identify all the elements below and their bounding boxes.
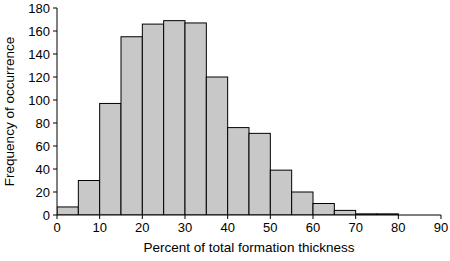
bar [206, 77, 227, 215]
y-tick-label: 140 [28, 47, 50, 62]
x-tick-label: 40 [220, 220, 234, 235]
x-tick [355, 215, 356, 219]
x-tick-label: 90 [434, 220, 448, 235]
bar [249, 133, 270, 215]
x-tick [270, 215, 271, 219]
x-tick-label: 60 [306, 220, 320, 235]
y-tick-label: 20 [36, 185, 50, 200]
x-tick-label: 80 [391, 220, 405, 235]
x-tick-label: 70 [348, 220, 362, 235]
x-tick-label: 50 [263, 220, 277, 235]
x-tick [99, 215, 100, 219]
y-tick [53, 54, 57, 55]
x-tick-label: 10 [92, 220, 106, 235]
y-tick-label: 0 [43, 208, 50, 223]
bar [228, 128, 249, 215]
x-axis-label: Percent of total formation thickness [144, 240, 355, 255]
y-tick [53, 31, 57, 32]
x-axis [57, 215, 441, 216]
chart: 0 20 40 60 80 100 120 140 160 180 0 10 20 30 40 50 60 70 8… [0, 0, 450, 261]
bar [57, 207, 78, 215]
y-tick [53, 192, 57, 193]
y-tick [53, 169, 57, 170]
y-tick-label: 120 [28, 70, 50, 85]
y-tick [53, 100, 57, 101]
bar [121, 37, 142, 215]
y-tick-label: 60 [36, 139, 50, 154]
x-tick-label: 0 [53, 220, 60, 235]
bars [57, 21, 398, 215]
y-tick [53, 215, 57, 216]
y-tick-label: 80 [36, 116, 50, 131]
x-tick [142, 215, 143, 219]
y-tick-label: 160 [28, 24, 50, 39]
bar [185, 23, 206, 215]
x-tick [185, 215, 186, 219]
x-tick [313, 215, 314, 219]
bar [270, 170, 291, 215]
y-tick [53, 146, 57, 147]
y-tick-label: 40 [36, 162, 50, 177]
bar [292, 192, 313, 215]
y-axis-label: Frequency of occurrence [2, 37, 17, 186]
x-tick-label: 30 [178, 220, 192, 235]
y-tick [53, 123, 57, 124]
y-tick-label: 100 [28, 93, 50, 108]
bar [100, 103, 121, 215]
bar [164, 21, 185, 215]
chart-container: 0 20 40 60 80 100 120 140 160 180 0 10 20 30 40 50 60 70 8… [0, 0, 450, 261]
bar [334, 210, 355, 215]
x-tick [227, 215, 228, 219]
x-tick-label: 20 [135, 220, 149, 235]
y-tick [53, 77, 57, 78]
x-tick [398, 215, 399, 219]
y-tick-label: 180 [28, 1, 50, 16]
x-tick [57, 215, 58, 219]
x-tick [441, 215, 442, 219]
bar [142, 24, 163, 215]
bar [313, 204, 334, 216]
bar [78, 181, 99, 216]
y-axis [57, 8, 58, 215]
y-tick [53, 8, 57, 9]
